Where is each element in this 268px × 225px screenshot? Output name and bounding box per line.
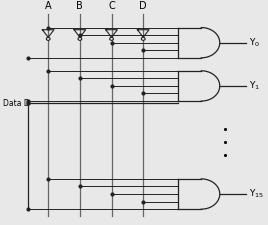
Circle shape [78, 37, 82, 40]
Circle shape [141, 37, 145, 40]
Text: D: D [139, 1, 147, 11]
Text: B: B [76, 1, 83, 11]
Circle shape [46, 37, 50, 40]
Text: C: C [108, 1, 115, 11]
Text: Y$_1$: Y$_1$ [249, 80, 260, 92]
Text: Data D: Data D [3, 99, 30, 108]
Text: Y$_{15}$: Y$_{15}$ [249, 188, 264, 200]
Text: Y$_0$: Y$_0$ [249, 36, 260, 49]
Circle shape [110, 37, 113, 40]
Text: A: A [45, 1, 51, 11]
